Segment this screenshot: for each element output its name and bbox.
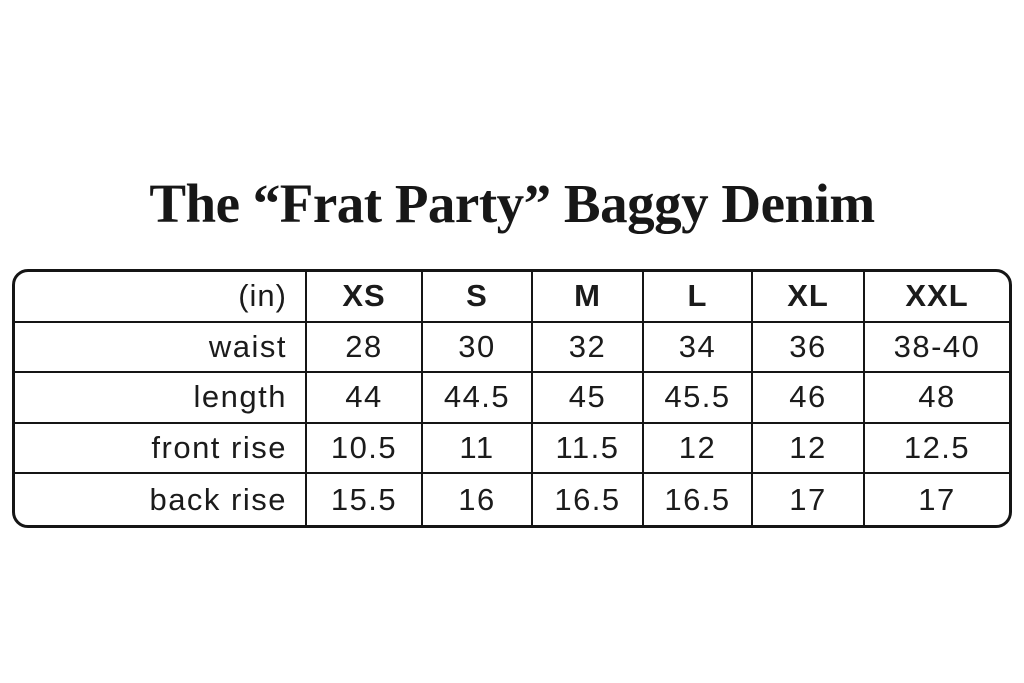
cell-length-s: 44.5 — [423, 373, 533, 424]
unit-label-cell: (in) — [15, 272, 307, 323]
cell-front-rise-xxl: 12.5 — [865, 424, 1009, 475]
cell-waist-xs: 28 — [307, 322, 423, 374]
column-header-xxl: XXL — [865, 272, 1009, 323]
cell-length-l: 45.5 — [644, 373, 753, 424]
row-label-waist: waist — [15, 322, 307, 374]
cell-waist-xxl: 38-40 — [865, 323, 1009, 374]
cell-length-xl: 46 — [753, 373, 865, 424]
cell-length-xxl: 48 — [865, 373, 1009, 424]
cell-back-rise-xxl: 17 — [918, 481, 956, 517]
cell-front-rise-l: 12 — [644, 423, 753, 475]
cell-length-m: 45 — [533, 373, 644, 424]
cell-front-rise-xl: 12 — [753, 423, 865, 475]
row-label-front-rise: front rise — [15, 423, 307, 475]
column-header-l: L — [644, 272, 753, 323]
cell-back-rise-l: 16.5 — [644, 474, 753, 525]
row-label-back-rise: back rise — [15, 474, 307, 525]
column-header-xs: XS — [307, 272, 423, 323]
cell-waist-xl: 36 — [753, 322, 865, 374]
cell-waist-m: 32 — [533, 322, 644, 374]
row-label-length: length — [15, 373, 307, 424]
cell-back-rise-m: 16.5 — [533, 474, 644, 525]
cell-waist-s: 30 — [423, 322, 533, 374]
column-header-m: M — [533, 272, 644, 323]
cell-back-rise-xs: 15.5 — [307, 474, 423, 525]
cell-front-rise-s: 11 — [423, 423, 533, 475]
page-title: The “Frat Party” Baggy Denim — [149, 173, 875, 234]
column-header-s: S — [423, 272, 533, 323]
size-chart-table: (in) XS S M L XL XXL waist 28 30 32 34 3… — [12, 269, 1012, 528]
cell-length-xs: 44 — [307, 373, 423, 424]
cell-back-rise-xl: 17 — [753, 474, 865, 525]
cell-back-rise-s: 16 — [423, 474, 533, 525]
cell-waist-l: 34 — [644, 322, 753, 374]
cell-front-rise-m: 11.5 — [533, 423, 644, 475]
cell-front-rise-xs: 10.5 — [307, 423, 423, 475]
column-header-xl: XL — [753, 272, 865, 323]
